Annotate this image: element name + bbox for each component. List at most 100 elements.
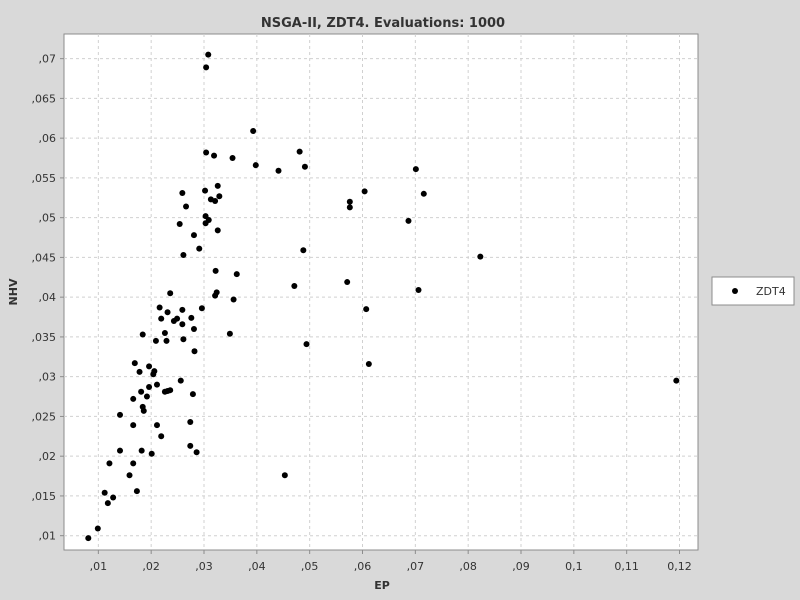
data-point bbox=[131, 360, 138, 367]
x-axis-label: EP bbox=[374, 579, 390, 592]
data-point bbox=[198, 305, 205, 312]
data-point bbox=[226, 330, 233, 337]
y-tick-label: ,07 bbox=[39, 53, 57, 66]
data-point bbox=[146, 384, 153, 391]
x-tick-label: 0,1 bbox=[565, 560, 583, 573]
y-tick-label: ,055 bbox=[32, 172, 57, 185]
data-point bbox=[229, 155, 236, 162]
y-tick-label: ,03 bbox=[39, 371, 57, 384]
data-point bbox=[202, 187, 209, 194]
data-point bbox=[179, 321, 186, 328]
data-point bbox=[140, 407, 147, 414]
data-point bbox=[176, 221, 183, 228]
data-point bbox=[152, 337, 159, 344]
data-point bbox=[146, 363, 153, 370]
data-point bbox=[183, 203, 190, 210]
data-point bbox=[138, 388, 145, 395]
data-point bbox=[275, 167, 282, 174]
x-tick-label: ,06 bbox=[354, 560, 372, 573]
data-point bbox=[202, 220, 209, 227]
data-point bbox=[189, 391, 196, 398]
data-point bbox=[179, 306, 186, 313]
data-point bbox=[303, 341, 310, 348]
x-tick-label: ,02 bbox=[142, 560, 160, 573]
data-point bbox=[94, 525, 101, 532]
data-point bbox=[365, 360, 372, 367]
data-point bbox=[405, 217, 412, 224]
data-point bbox=[148, 450, 155, 457]
x-tick-label: 0,12 bbox=[667, 560, 692, 573]
data-point bbox=[188, 314, 195, 321]
x-tick-label: ,07 bbox=[407, 560, 425, 573]
data-point bbox=[212, 292, 219, 299]
data-point bbox=[143, 393, 150, 400]
data-point bbox=[130, 395, 137, 402]
data-point bbox=[214, 182, 221, 189]
y-tick-label: ,015 bbox=[32, 490, 57, 503]
data-point bbox=[205, 51, 212, 58]
data-point bbox=[180, 252, 187, 259]
data-point bbox=[673, 377, 680, 384]
data-point bbox=[363, 306, 370, 313]
data-point bbox=[117, 447, 124, 454]
axis-ticks: ,01 ,02 ,03 ,04 ,05 ,06 ,07 ,08 ,09 0,1 0,11 0,12 ,0… bbox=[32, 53, 692, 573]
y-tick-label: ,05 bbox=[39, 212, 57, 225]
data-point bbox=[163, 337, 170, 344]
data-point bbox=[301, 163, 308, 170]
y-tick-label: ,045 bbox=[32, 251, 57, 264]
x-tick-label: 0,11 bbox=[614, 560, 639, 573]
y-tick-label: ,025 bbox=[32, 410, 57, 423]
data-point bbox=[300, 247, 307, 254]
data-point bbox=[180, 336, 187, 343]
data-point bbox=[196, 245, 203, 252]
y-tick-label: ,01 bbox=[39, 530, 57, 543]
x-tick-label: ,01 bbox=[90, 560, 108, 573]
data-point bbox=[216, 193, 223, 200]
x-tick-label: ,05 bbox=[301, 560, 319, 573]
data-point bbox=[420, 190, 427, 197]
data-point bbox=[361, 188, 368, 195]
data-point bbox=[156, 304, 163, 311]
data-point bbox=[291, 283, 298, 290]
data-point bbox=[190, 325, 197, 332]
data-point bbox=[179, 190, 186, 197]
data-point bbox=[104, 500, 111, 507]
data-point bbox=[130, 422, 137, 429]
data-point bbox=[85, 535, 92, 542]
data-point bbox=[117, 411, 124, 418]
data-points bbox=[85, 51, 680, 542]
data-point bbox=[158, 315, 165, 322]
legend-box bbox=[711, 276, 795, 306]
legend-marker bbox=[732, 288, 738, 294]
data-point bbox=[346, 198, 353, 205]
grid-lines bbox=[64, 34, 698, 550]
data-point bbox=[170, 318, 177, 325]
chart-title: NSGA-II, ZDT4. Evaluations: 1000 bbox=[261, 16, 505, 31]
data-point bbox=[203, 64, 210, 71]
y-tick-label: ,06 bbox=[39, 132, 57, 145]
data-point bbox=[252, 162, 259, 169]
data-point bbox=[177, 377, 184, 384]
data-point bbox=[161, 329, 168, 336]
plot-area bbox=[63, 33, 699, 551]
data-point bbox=[212, 197, 219, 204]
data-point bbox=[164, 309, 171, 316]
legend-label: ZDT4 bbox=[756, 285, 786, 298]
data-point bbox=[412, 166, 419, 173]
data-point bbox=[296, 148, 303, 155]
data-point bbox=[281, 472, 288, 479]
data-point bbox=[106, 460, 113, 467]
x-tick-label: ,03 bbox=[195, 560, 213, 573]
legend: ZDT4 bbox=[711, 276, 795, 306]
data-point bbox=[211, 152, 218, 159]
data-point bbox=[158, 433, 165, 440]
data-point bbox=[344, 279, 351, 286]
data-point bbox=[101, 489, 108, 496]
data-point bbox=[130, 460, 137, 467]
data-point bbox=[230, 296, 237, 303]
data-point bbox=[190, 232, 197, 239]
data-point bbox=[136, 368, 143, 375]
data-point bbox=[214, 227, 221, 234]
data-point bbox=[133, 488, 140, 495]
